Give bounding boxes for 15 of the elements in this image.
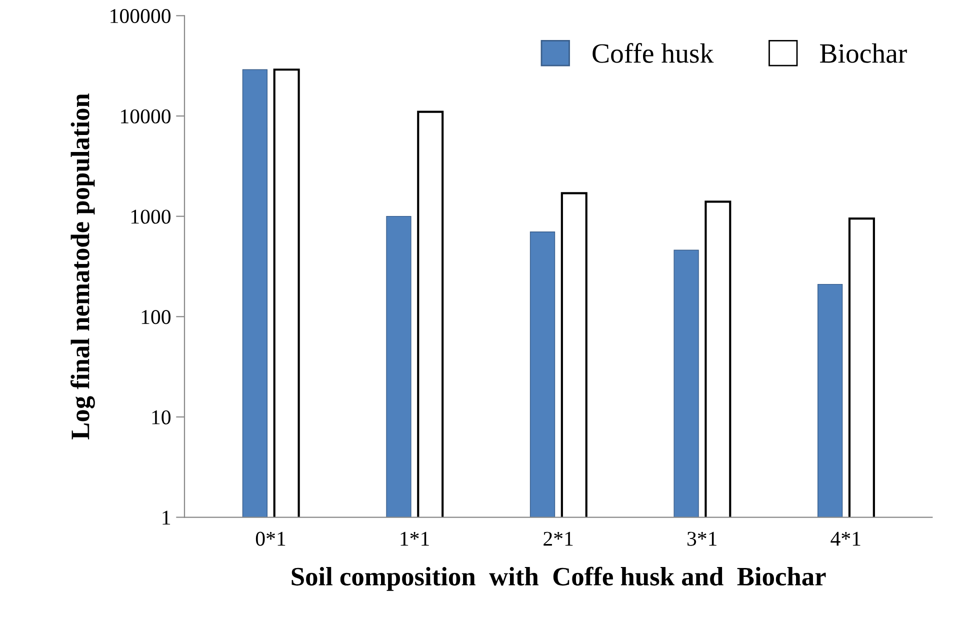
y-tick-label: 100 <box>142 310 170 324</box>
y-tick-label: 1 <box>162 510 170 525</box>
y-axis-title: Log final nematode population <box>70 93 95 440</box>
x-tick-label: 2*1 <box>544 532 573 546</box>
x-axis-title: Soil composition with Coffe husk and Biochar <box>292 566 826 591</box>
legend-label: Coffe husk <box>592 43 714 63</box>
y-tick-label: 100000 <box>110 9 170 24</box>
x-tick-label: 3*1 <box>687 532 716 546</box>
y-tick-label: 10000 <box>121 109 170 124</box>
legend-label: Biochar <box>820 43 907 63</box>
x-tick-label: 0*1 <box>256 532 286 546</box>
x-tick-label: 4*1 <box>830 532 860 546</box>
x-tick-label: 1*1 <box>400 532 429 546</box>
y-tick-label: 10 <box>152 410 170 424</box>
y-tick-label: 1000 <box>131 210 170 224</box>
